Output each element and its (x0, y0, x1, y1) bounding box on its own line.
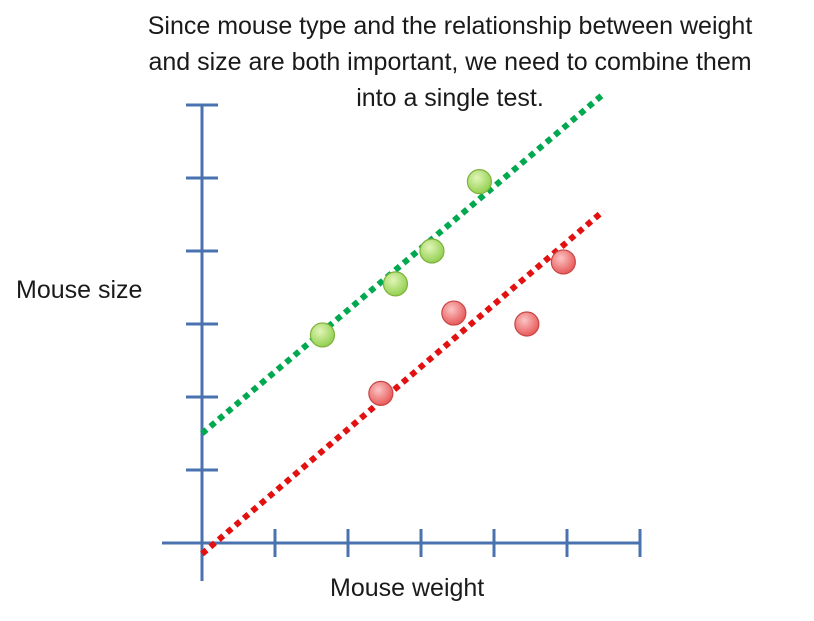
chart-title-line-1: Since mouse type and the relationship be… (147, 12, 753, 40)
chart-title-line-3: into a single test. (356, 84, 544, 112)
trend-lines (200, 91, 606, 557)
data-point-s1-1 (309, 322, 336, 348)
data-points (309, 169, 576, 406)
data-point-s2-3 (514, 311, 540, 337)
y-axis-label: Mouse size (16, 276, 143, 304)
data-point-s1-3 (419, 238, 445, 264)
data-point-s2-1 (368, 380, 394, 406)
trend-line-2 (200, 208, 606, 557)
x-axis-label: Mouse weight (330, 574, 485, 602)
data-point-s1-4 (466, 169, 492, 195)
axes (162, 103, 642, 581)
data-point-s2-4 (550, 249, 576, 275)
data-point-s2-2 (441, 300, 467, 326)
trend-line-1 (200, 91, 606, 436)
chart-title: Since mouse type and the relationship be… (90, 8, 810, 116)
chart-title-line-2: and size are both important, we need to … (148, 48, 752, 76)
data-point-s1-2 (382, 271, 409, 297)
